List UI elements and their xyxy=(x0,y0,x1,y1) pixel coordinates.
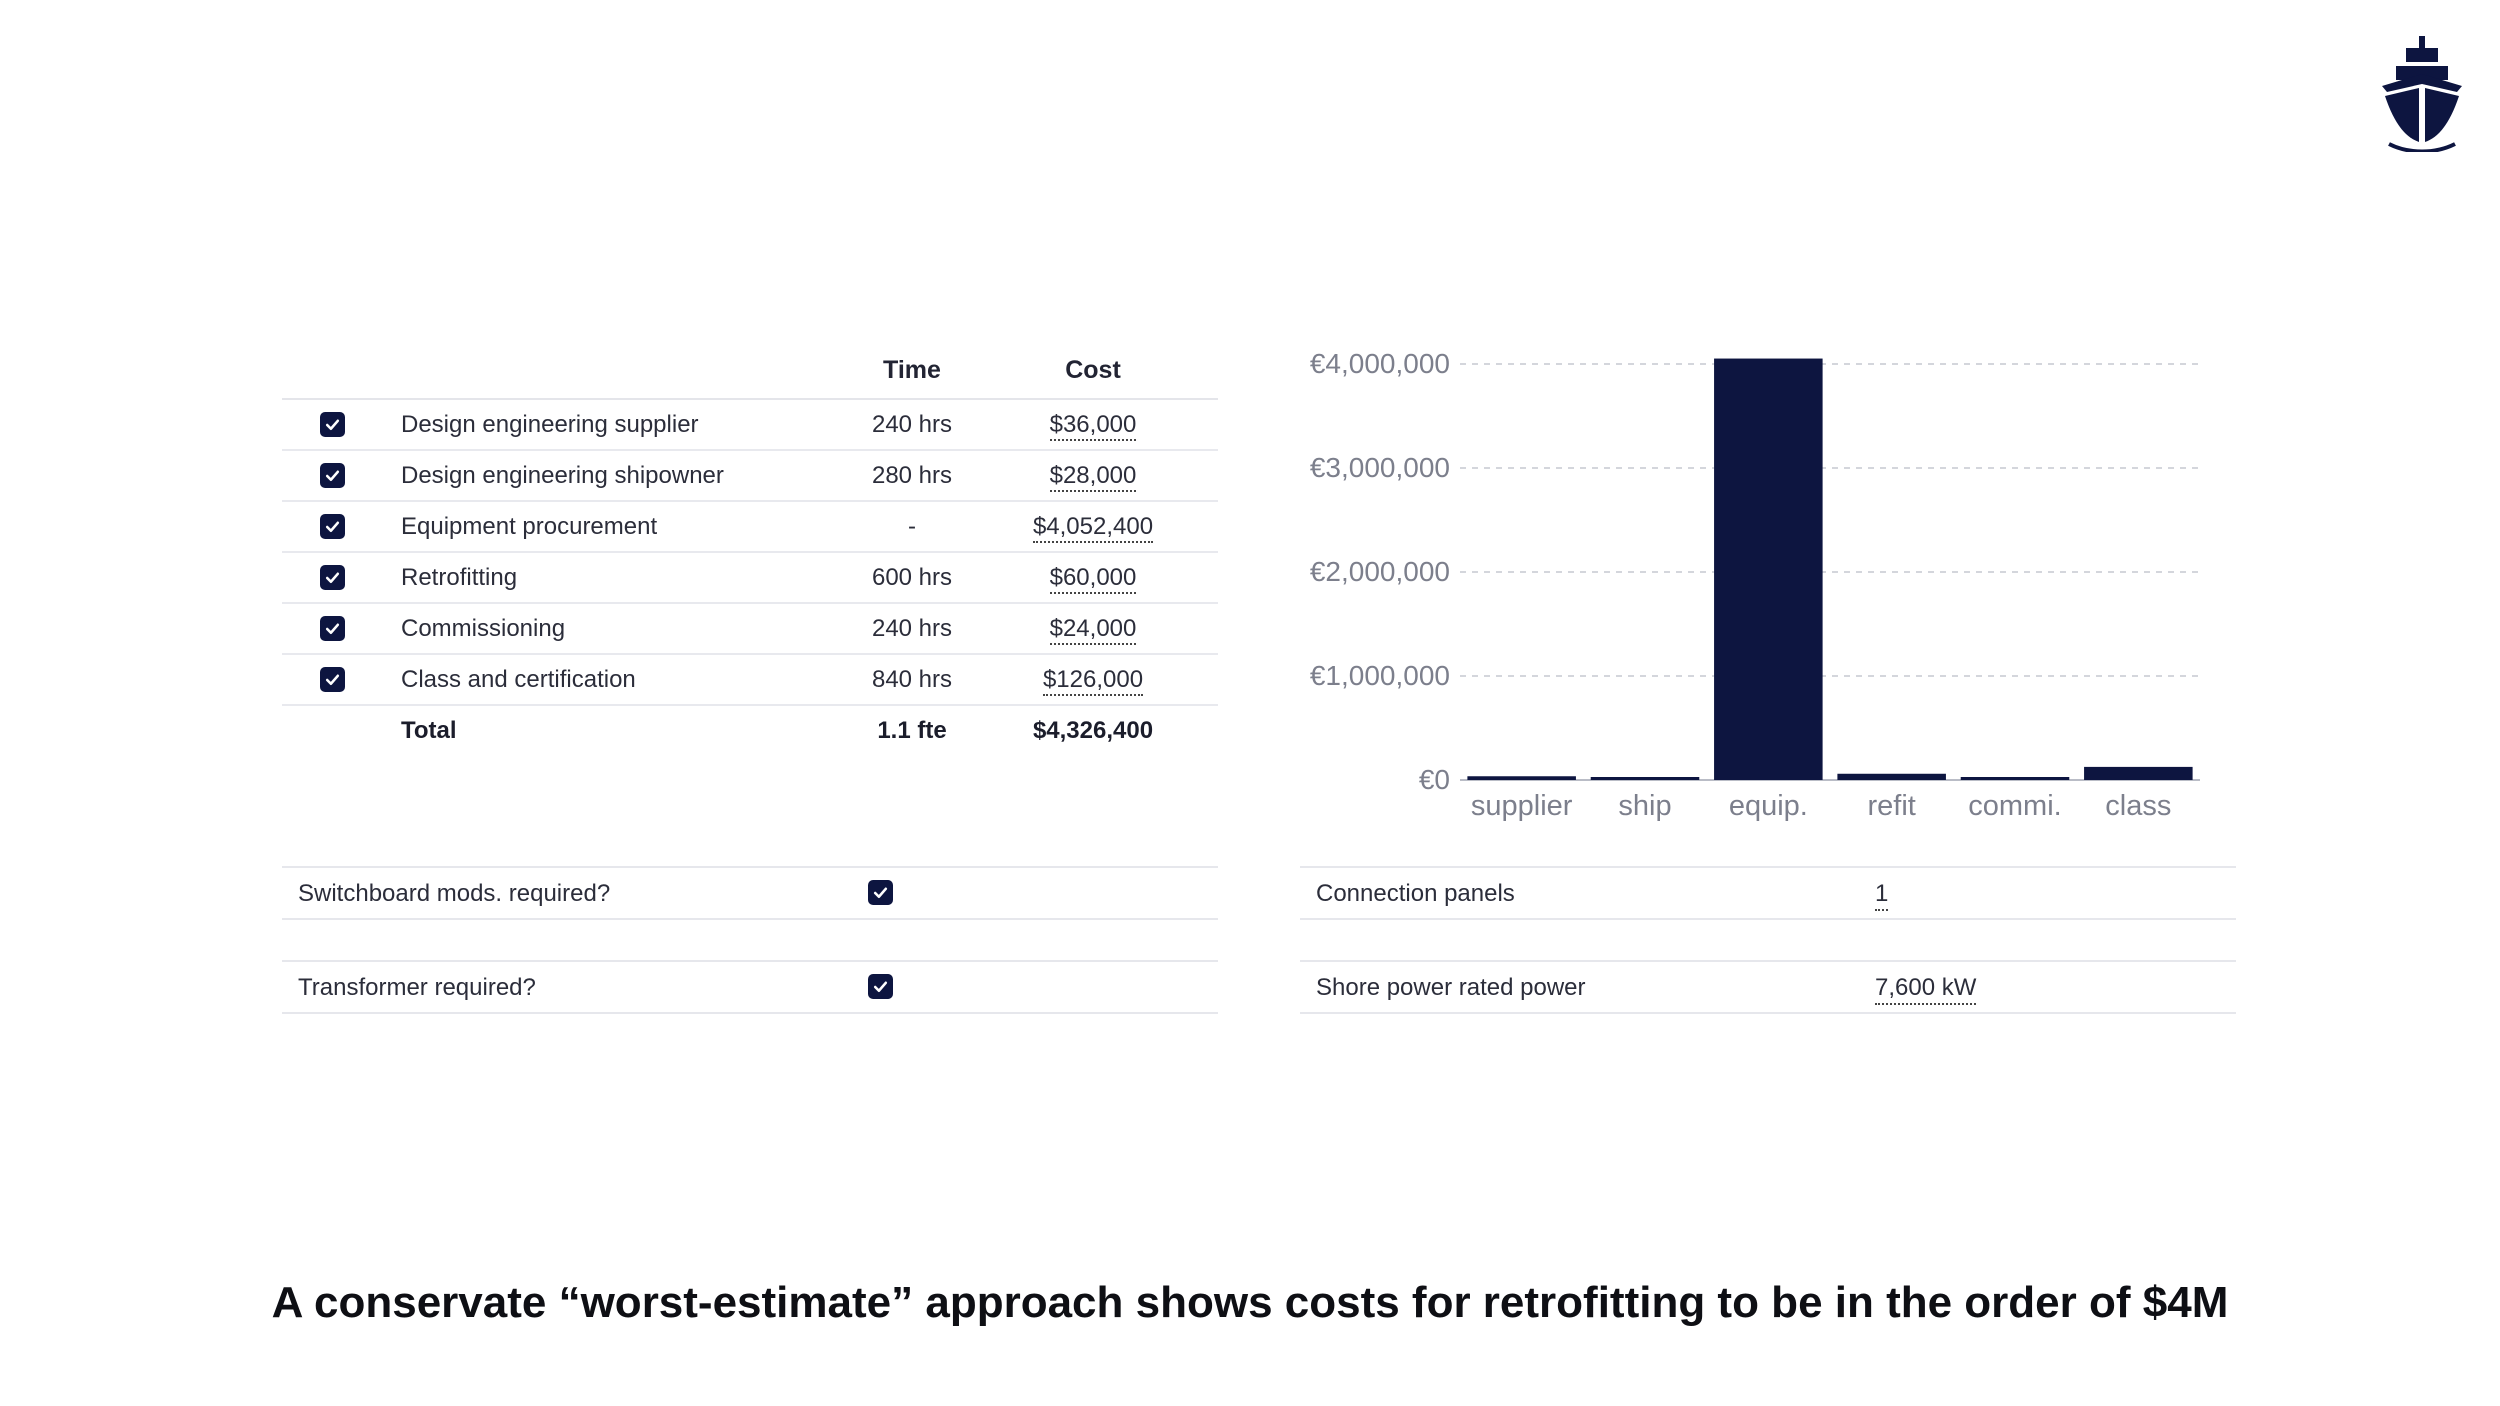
table-row: Retrofitting 600 hrs $60,000 xyxy=(282,553,1218,604)
x-tick-label: ship xyxy=(1618,790,1671,822)
check-icon xyxy=(325,470,340,482)
transformer-row: Transformer required? xyxy=(282,960,1218,1014)
connection-panels-label: Connection panels xyxy=(1316,880,1515,907)
check-icon xyxy=(325,623,340,635)
table-row: Design engineering shipowner 280 hrs $28,0… xyxy=(282,451,1218,502)
row-checkbox[interactable] xyxy=(320,616,345,641)
bar-supplier[interactable] xyxy=(1467,776,1576,780)
bar-equip[interactable] xyxy=(1714,358,1823,780)
switchboard-row: Switchboard mods. required? xyxy=(282,866,1218,920)
slide-caption: A conservate “worst-estimate” approach s… xyxy=(271,1278,2229,1327)
bar-commi[interactable] xyxy=(1960,777,2070,780)
check-icon xyxy=(325,521,340,533)
x-tick-label: class xyxy=(2105,790,2171,822)
shore-power-row: Shore power rated power 7,600 kW xyxy=(1300,960,2236,1014)
row-time: 240 hrs xyxy=(871,615,953,642)
table-row: Design engineering supplier 240 hrs $36,00… xyxy=(282,400,1218,451)
y-tick-label: €3,000,000 xyxy=(1310,452,1450,483)
row-checkbox[interactable] xyxy=(320,463,345,488)
check-icon xyxy=(873,981,888,993)
check-icon xyxy=(325,674,340,686)
bar-refit[interactable] xyxy=(1837,773,1946,780)
row-cost[interactable]: $4,052,400 xyxy=(1032,513,1154,543)
total-cost: $4,326,400 xyxy=(1032,717,1154,744)
switchboard-checkbox[interactable] xyxy=(868,880,893,905)
row-cost[interactable]: $28,000 xyxy=(1049,462,1137,492)
connection-panels-value[interactable]: 1 xyxy=(1875,880,1889,911)
transformer-checkbox[interactable] xyxy=(868,974,893,999)
row-cost[interactable]: $126,000 xyxy=(1042,666,1144,696)
row-checkbox[interactable] xyxy=(320,667,345,692)
total-row: Total 1.1 fte $4,326,400 xyxy=(282,706,1218,755)
table-row: Equipment procurement - $4,052,400 xyxy=(282,502,1218,553)
y-tick-label: €4,000,000 xyxy=(1310,348,1450,379)
transformer-label: Transformer required? xyxy=(298,974,536,1001)
x-tick-label: supplier xyxy=(1471,790,1573,822)
row-time: 600 hrs xyxy=(871,564,953,591)
y-tick-label: €2,000,000 xyxy=(1310,556,1450,587)
row-cost[interactable]: $60,000 xyxy=(1049,564,1137,594)
y-tick-label: €0 xyxy=(1419,764,1450,795)
cost-bar-chart: €0 €1,000,000 €2,000,000 €3,000,000 €4,000,0… xyxy=(1310,348,2200,822)
switchboard-label: Switchboard mods. required? xyxy=(298,880,611,907)
row-cost[interactable]: $36,000 xyxy=(1049,411,1137,441)
row-label: Design engineering shipowner xyxy=(401,462,724,489)
y-tick-label: €1,000,000 xyxy=(1310,660,1450,691)
bar-class[interactable] xyxy=(2084,766,2193,780)
row-time: - xyxy=(908,513,916,540)
time-header: Time xyxy=(883,356,941,384)
row-time: 240 hrs xyxy=(871,411,953,438)
row-label: Equipment procurement xyxy=(401,513,658,540)
ship-icon xyxy=(2382,36,2462,152)
connection-panels-row: Connection panels 1 xyxy=(1300,866,2236,920)
row-checkbox[interactable] xyxy=(320,412,345,437)
row-checkbox[interactable] xyxy=(320,565,345,590)
table-row: Class and certification 840 hrs $126,000 xyxy=(282,655,1218,706)
cost-header: Cost xyxy=(1065,356,1121,384)
shore-power-label: Shore power rated power xyxy=(1316,974,1586,1001)
x-tick-label: refit xyxy=(1867,790,1915,822)
row-label: Design engineering supplier xyxy=(401,411,699,438)
check-icon xyxy=(873,887,888,899)
cost-table: Time Cost Design engineering supplier 240… xyxy=(282,342,1218,755)
check-icon xyxy=(325,419,340,431)
total-time: 1.1 fte xyxy=(877,717,947,744)
row-label: Commissioning xyxy=(401,615,566,642)
table-header: Time Cost xyxy=(282,342,1218,400)
x-tick-label: commi. xyxy=(1968,790,2061,822)
shore-power-value[interactable]: 7,600 kW xyxy=(1875,974,1977,1005)
x-tick-label: equip. xyxy=(1729,790,1808,822)
row-checkbox[interactable] xyxy=(320,514,345,539)
table-row: Commissioning 240 hrs $24,000 xyxy=(282,604,1218,655)
row-time: 840 hrs xyxy=(871,666,953,693)
bar-ship[interactable] xyxy=(1590,777,1700,780)
row-label: Retrofitting xyxy=(401,564,518,591)
check-icon xyxy=(325,572,340,584)
row-cost[interactable]: $24,000 xyxy=(1049,615,1137,645)
row-label: Class and certification xyxy=(401,666,636,693)
row-time: 280 hrs xyxy=(871,462,953,489)
total-label: Total xyxy=(401,717,457,744)
